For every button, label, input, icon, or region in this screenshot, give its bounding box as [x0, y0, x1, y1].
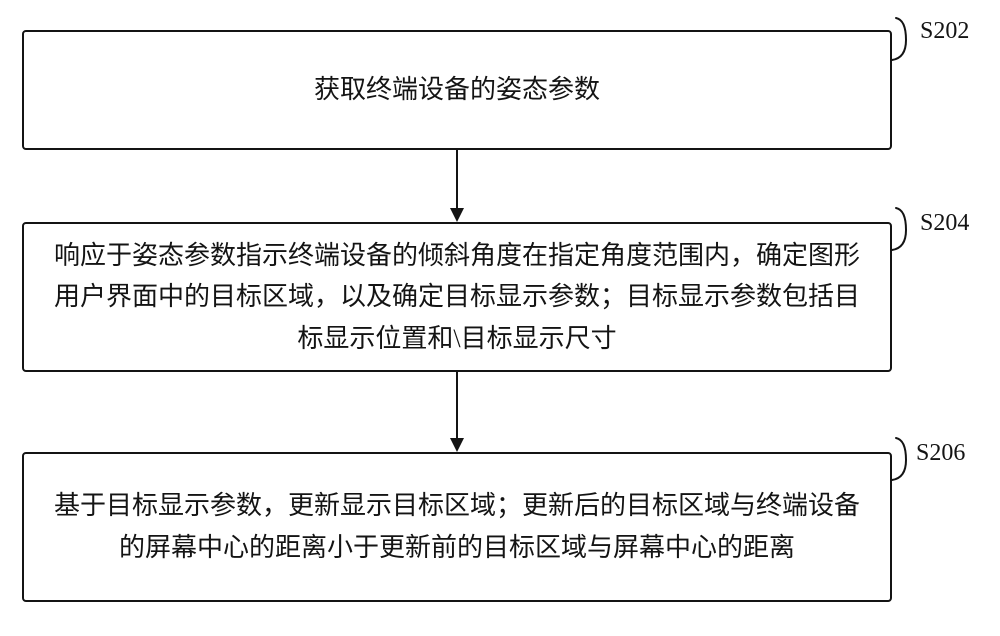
step-label-3: S206 [916, 440, 965, 467]
flowchart-canvas: 获取终端设备的姿态参数 S202 响应于姿态参数指示终端设备的倾斜角度在指定角度… [0, 0, 1000, 636]
flowchart-node-1-text: 获取终端设备的姿态参数 [314, 69, 600, 111]
flowchart-node-3-text: 基于目标显示参数，更新显示目标区域；更新后的目标区域与终端设备的屏幕中心的距离小… [42, 485, 872, 568]
callout-1 [890, 16, 914, 68]
flowchart-node-1: 获取终端设备的姿态参数 [22, 30, 892, 150]
flowchart-edge-1 [442, 150, 472, 224]
flowchart-node-2-text: 响应于姿态参数指示终端设备的倾斜角度在指定角度范围内，确定图形用户界面中的目标区… [42, 235, 872, 360]
callout-3 [890, 436, 914, 488]
callout-2 [890, 206, 914, 258]
flowchart-node-3: 基于目标显示参数，更新显示目标区域；更新后的目标区域与终端设备的屏幕中心的距离小… [22, 452, 892, 602]
step-label-1: S202 [920, 18, 969, 45]
flowchart-node-2: 响应于姿态参数指示终端设备的倾斜角度在指定角度范围内，确定图形用户界面中的目标区… [22, 222, 892, 372]
flowchart-edge-2 [442, 372, 472, 454]
step-label-2: S204 [920, 210, 969, 237]
